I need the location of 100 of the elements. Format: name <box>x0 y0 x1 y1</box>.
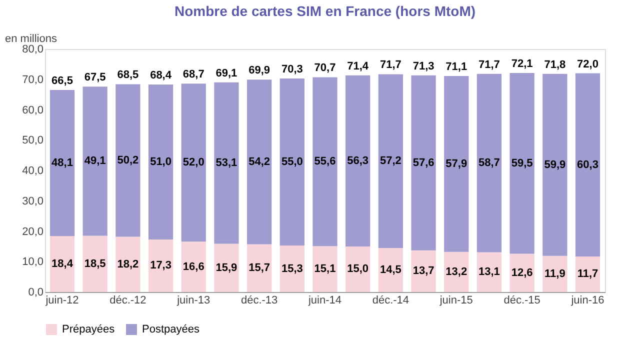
bar <box>246 244 272 292</box>
data-label: 18,2 <box>117 258 139 270</box>
x-tick-label: déc.-13 <box>240 294 278 306</box>
total-label: 71,1 <box>446 61 468 74</box>
data-label: 12,6 <box>511 266 533 279</box>
total-label: 67,5 <box>84 72 106 84</box>
bar <box>411 75 436 250</box>
total-label: 71,3 <box>412 60 434 72</box>
y-tick-label: 40,0 <box>22 165 44 177</box>
data-label: 48,1 <box>52 157 73 170</box>
data-label: 18,4 <box>52 258 74 270</box>
data-label: 13,7 <box>412 265 434 278</box>
bar <box>510 72 534 254</box>
bar <box>246 80 272 244</box>
y-axis-title: en millions <box>5 33 58 45</box>
data-label: 51,0 <box>150 156 172 168</box>
data-label: 55,6 <box>314 156 336 168</box>
x-tick-label: juin-13 <box>176 294 210 306</box>
bar <box>510 254 534 292</box>
y-tick-label: 0,0 <box>28 286 44 298</box>
bar <box>280 246 304 292</box>
total-label: 68,4 <box>150 70 172 82</box>
total-label: 68,5 <box>117 69 139 82</box>
data-label: 17,3 <box>150 260 172 272</box>
y-tick-label: 70,0 <box>22 74 44 86</box>
total-label: 71,4 <box>347 60 370 72</box>
data-label: 11,9 <box>544 268 566 280</box>
data-label: 18,5 <box>84 258 106 270</box>
x-tick-label: juin-14 <box>307 294 342 306</box>
total-label: 70,3 <box>281 63 303 76</box>
bar <box>378 74 404 248</box>
legend-label: Prépayées <box>62 324 116 336</box>
bar <box>214 82 239 244</box>
bar <box>346 246 370 292</box>
bar <box>346 75 370 246</box>
bar <box>444 76 469 252</box>
bar <box>542 74 568 256</box>
legend-label: Postpayées <box>142 324 200 336</box>
data-label: 57,2 <box>380 155 402 168</box>
data-label: 16,6 <box>182 260 204 273</box>
data-label: 15,1 <box>314 263 336 276</box>
x-tick-label: juin-12 <box>44 294 79 306</box>
data-label: 59,5 <box>511 157 533 170</box>
y-tick-label: 30,0 <box>22 195 44 208</box>
data-label: 55,0 <box>281 156 303 168</box>
data-label: 15,3 <box>281 262 303 275</box>
bar <box>476 252 502 292</box>
data-label: 50,2 <box>117 154 139 166</box>
bar <box>148 84 174 240</box>
total-label: 66,5 <box>52 75 73 88</box>
bar <box>444 252 469 292</box>
bar <box>50 236 75 292</box>
data-label: 54,2 <box>248 156 270 168</box>
x-tick-label: déc.-12 <box>110 294 146 306</box>
data-label: 59,9 <box>544 158 566 171</box>
bar <box>116 84 140 237</box>
x-tick-label: juin-15 <box>438 294 473 306</box>
x-tick-label: déc.-15 <box>504 294 540 306</box>
x-tick-label: juin-16 <box>570 294 604 306</box>
y-tick-label: 20,0 <box>22 226 44 238</box>
bar <box>312 246 338 292</box>
bar <box>116 236 140 292</box>
y-tick-label: 50,0 <box>22 134 44 147</box>
data-label: 57,6 <box>412 156 434 169</box>
bar <box>411 250 436 292</box>
data-label: 13,1 <box>478 266 500 278</box>
bar <box>476 74 502 252</box>
bar <box>378 248 404 292</box>
bar <box>82 86 108 236</box>
data-label: 58,7 <box>478 157 500 170</box>
total-label: 71,7 <box>380 59 402 72</box>
bar <box>280 78 304 246</box>
total-label: 68,7 <box>182 68 204 81</box>
total-label: 69,9 <box>248 64 270 77</box>
total-label: 72,1 <box>511 58 533 70</box>
total-label: 70,7 <box>314 62 336 74</box>
y-tick-label: 60,0 <box>22 104 44 116</box>
data-label: 52,0 <box>182 156 204 169</box>
data-label: 60,3 <box>577 158 598 171</box>
y-tick-label: 80,0 <box>22 44 44 56</box>
total-label: 69,1 <box>216 67 238 80</box>
total-label: 71,8 <box>544 58 566 71</box>
data-label: 15,9 <box>216 262 238 274</box>
data-label: 49,1 <box>84 155 106 168</box>
bar <box>82 236 108 292</box>
bar <box>575 73 600 256</box>
x-tick-label: déc.-14 <box>372 294 410 306</box>
chart-title: Nombre de cartes SIM en France (hors MtoM) <box>174 3 476 19</box>
total-label: 71,7 <box>478 58 500 71</box>
bar <box>214 244 239 292</box>
data-label: 14,5 <box>380 264 402 276</box>
bar <box>312 77 338 246</box>
data-label: 11,7 <box>577 268 598 280</box>
total-label: 72,0 <box>577 58 598 70</box>
data-label: 15,0 <box>347 263 369 276</box>
bar <box>181 242 206 292</box>
data-label: 56,3 <box>347 154 369 167</box>
data-label: 15,7 <box>248 262 270 274</box>
bar <box>50 90 75 236</box>
y-tick-label: 10,0 <box>22 256 44 268</box>
